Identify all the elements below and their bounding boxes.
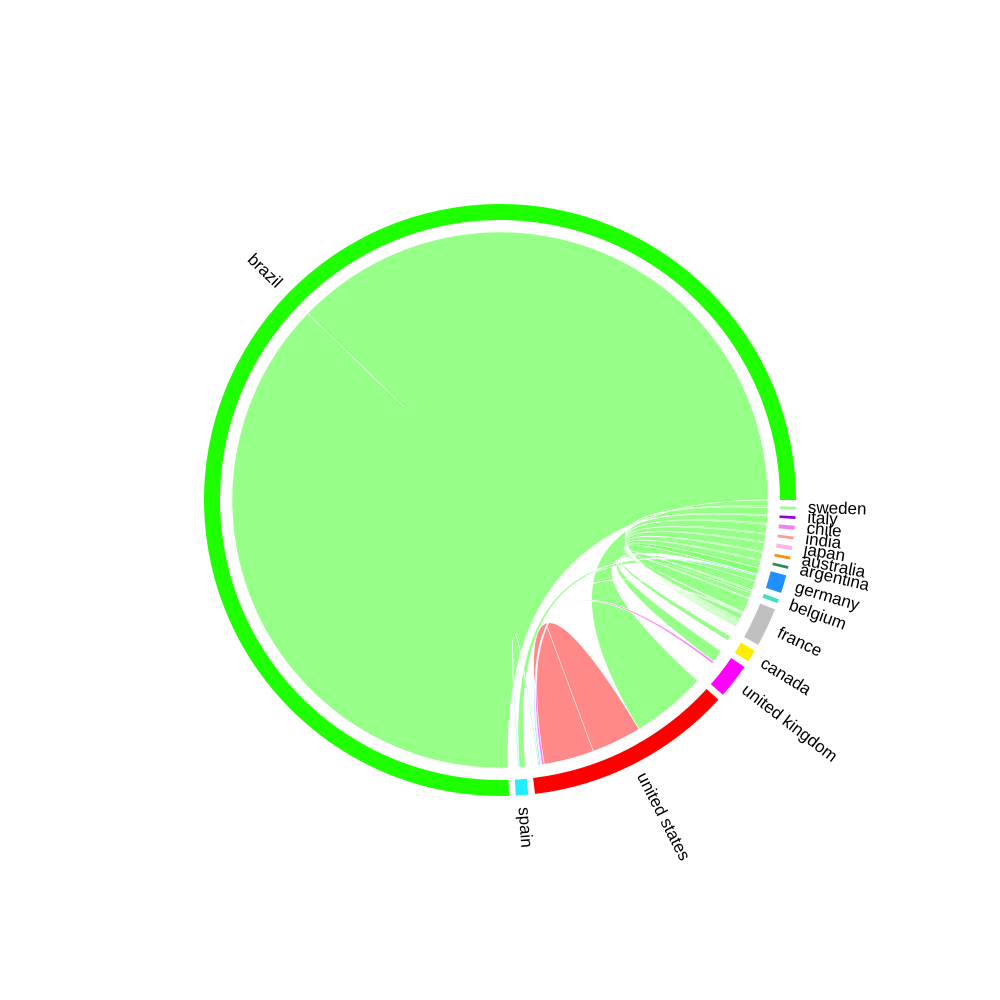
sector-sweden: [779, 506, 796, 510]
label-chile: chile: [806, 518, 843, 540]
sector-canada: [734, 642, 755, 662]
sector-chile: [778, 524, 795, 530]
sector-australia: [774, 553, 791, 560]
sector-belgium: [762, 593, 779, 604]
chord-links: [231, 231, 769, 769]
label-india: india: [804, 529, 843, 553]
label-brazil: brazil: [244, 250, 286, 292]
chord-sectors: [204, 204, 796, 797]
label-france: france: [774, 623, 825, 660]
sector-france: [744, 603, 776, 645]
chord-link-brazil-to-sweden: [625, 505, 769, 628]
sector-germany: [765, 571, 787, 593]
label-united-kingdom: united kingdom: [738, 680, 841, 766]
chord-link-united-states-to-united-states: [533, 622, 640, 765]
sector-italy: [779, 515, 796, 520]
sector-japan: [775, 543, 793, 551]
sector-united-kingdom: [710, 657, 745, 695]
sector-united-states: [533, 688, 719, 794]
chord-link-united-kingdom-to-united-states: [534, 600, 715, 766]
label-italy: italy: [807, 508, 839, 529]
label-united-states: united states: [633, 769, 694, 863]
chord-link-spain-to-united-states: [512, 632, 540, 768]
chord-link-germany-to-united-states: [533, 557, 758, 766]
chord-link-france-to-united-states: [534, 579, 744, 766]
label-spain: spain: [514, 806, 536, 848]
sector-india: [777, 534, 794, 540]
sector-spain: [514, 778, 529, 796]
sector-argentina: [772, 562, 789, 569]
label-sweden: sweden: [808, 498, 867, 519]
